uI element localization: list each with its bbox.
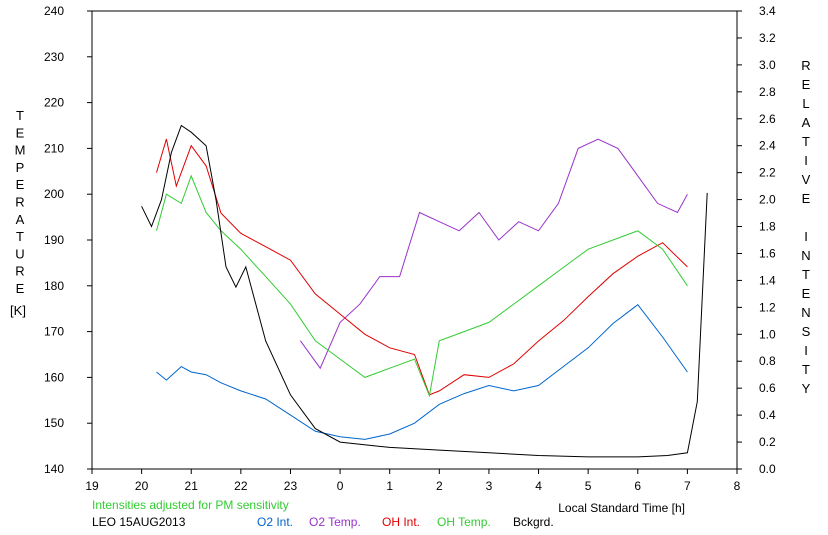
right-axis-label-letter: S [802, 324, 811, 339]
right-axis-label-letter: E [802, 286, 811, 301]
x-tick-label: 3 [486, 479, 493, 493]
right-axis-label-letter: E [802, 77, 811, 92]
series-line-4 [141, 124, 708, 458]
right-axis-label-letter: R [801, 58, 810, 73]
right-tick-label: 1.4 [759, 273, 776, 287]
right-axis-label-letter: I [804, 153, 808, 168]
right-axis-label-letter: T [802, 362, 810, 377]
left-axis-label-letter: T [16, 229, 24, 244]
left-axis-label-letter: U [15, 246, 24, 261]
x-tick-label: 0 [337, 479, 344, 493]
series-line-2 [156, 138, 688, 396]
left-axis-label-letter: P [16, 160, 25, 175]
left-axis-label-letter: T [16, 108, 24, 123]
x-tick-label: 19 [85, 479, 99, 493]
left-tick-label: 140 [44, 462, 64, 476]
left-tick-label: 210 [44, 141, 64, 155]
x-tick-label: 22 [234, 479, 248, 493]
left-axis-ticks: 140 150 160 170 180 190 200 210 220 230 240 [44, 4, 92, 476]
right-tick-label: 0.2 [759, 435, 776, 449]
left-tick-label: 190 [44, 233, 64, 247]
legend: O2 Int. O2 Temp. OH Int. OH Temp. Bckgrd. [257, 515, 554, 529]
series-line-0 [156, 304, 688, 440]
right-tick-label: 3.0 [759, 58, 776, 72]
right-tick-label: 1.2 [759, 300, 776, 314]
right-axis-ticks: 0.0 0.2 0.4 0.6 0.8 1.0 1.2 1.4 1.6 1.8 2.0 2.2 2.4 2… [737, 4, 776, 476]
right-axis-label-letter: T [802, 267, 810, 282]
left-tick-label: 150 [44, 416, 64, 430]
left-tick-label: 240 [44, 4, 64, 18]
plot-frame [91, 10, 738, 470]
left-tick-label: 180 [44, 279, 64, 293]
right-tick-label: 2.4 [759, 139, 776, 153]
right-axis-label-letter: Y [802, 381, 811, 396]
x-tick-label: 2 [436, 479, 443, 493]
sensitivity-note: Intensities adjusted for PM sensitivity [92, 498, 289, 512]
series-line-1 [299, 138, 688, 370]
x-tick-label: 7 [684, 479, 691, 493]
left-axis-label-letter: E [16, 125, 25, 140]
right-tick-label: 0.0 [759, 462, 776, 476]
right-axis-label-letter: N [801, 305, 810, 320]
series-group [141, 124, 708, 458]
left-axis-label-letter: R [15, 264, 24, 279]
left-axis-label-letter: A [16, 212, 25, 227]
x-tick-label: 21 [185, 479, 199, 493]
plot-area-border [91, 10, 738, 470]
right-tick-label: 2.0 [759, 193, 776, 207]
x-tick-label: 5 [585, 479, 592, 493]
right-tick-label: 0.8 [759, 354, 776, 368]
left-tick-label: 170 [44, 325, 64, 339]
left-axis-unit: [K] [10, 303, 26, 318]
legend-item: OH Int. [382, 515, 420, 529]
x-tick-label: 23 [284, 479, 298, 493]
right-axis-label-letter: I [804, 229, 808, 244]
right-tick-label: 1.0 [759, 327, 776, 341]
right-tick-label: 3.2 [759, 31, 776, 45]
x-tick-label: 4 [535, 479, 542, 493]
x-axis-label: Local Standard Time [h] [558, 501, 685, 515]
x-tick-label: 6 [634, 479, 641, 493]
left-axis-label-letter: M [15, 143, 26, 158]
right-tick-label: 2.6 [759, 112, 776, 126]
series-line-3 [156, 174, 688, 398]
left-axis-label-letter: E [16, 177, 25, 192]
right-tick-label: 2.8 [759, 85, 776, 99]
left-tick-label: 160 [44, 370, 64, 384]
right-tick-label: 3.4 [759, 4, 776, 18]
right-tick-label: 0.6 [759, 381, 776, 395]
left-tick-label: 230 [44, 50, 64, 64]
right-axis-label-letter: T [802, 134, 810, 149]
left-axis-label-letter: R [15, 195, 24, 210]
right-tick-label: 1.8 [759, 220, 776, 234]
x-tick-label: 20 [135, 479, 149, 493]
x-tick-label: 8 [734, 479, 741, 493]
right-axis-label-letter: N [801, 248, 810, 263]
left-tick-label: 200 [44, 187, 64, 201]
right-axis-label-letter: E [802, 191, 811, 206]
right-axis-label-letter: V [802, 172, 811, 187]
x-tick-label: 1 [386, 479, 393, 493]
legend-item: O2 Temp. [309, 515, 361, 529]
legend-item: Bckgrd. [513, 515, 554, 529]
left-tick-label: 220 [44, 96, 64, 110]
right-axis-label-letter: A [802, 115, 811, 130]
right-tick-label: 0.4 [759, 408, 776, 422]
right-axis-label-letter: I [804, 343, 808, 358]
legend-item: OH Temp. [437, 515, 491, 529]
right-tick-label: 2.2 [759, 166, 776, 180]
right-tick-label: 1.6 [759, 246, 776, 260]
legend-item: O2 Int. [257, 515, 293, 529]
station-date-label: LEO 15AUG2013 [92, 515, 186, 529]
right-axis-label-letter: L [802, 96, 809, 111]
left-axis-label-letter: E [16, 281, 25, 296]
x-axis-ticks: 19 20 21 22 23 0 1 2 3 4 5 6 7 8 [85, 469, 741, 493]
